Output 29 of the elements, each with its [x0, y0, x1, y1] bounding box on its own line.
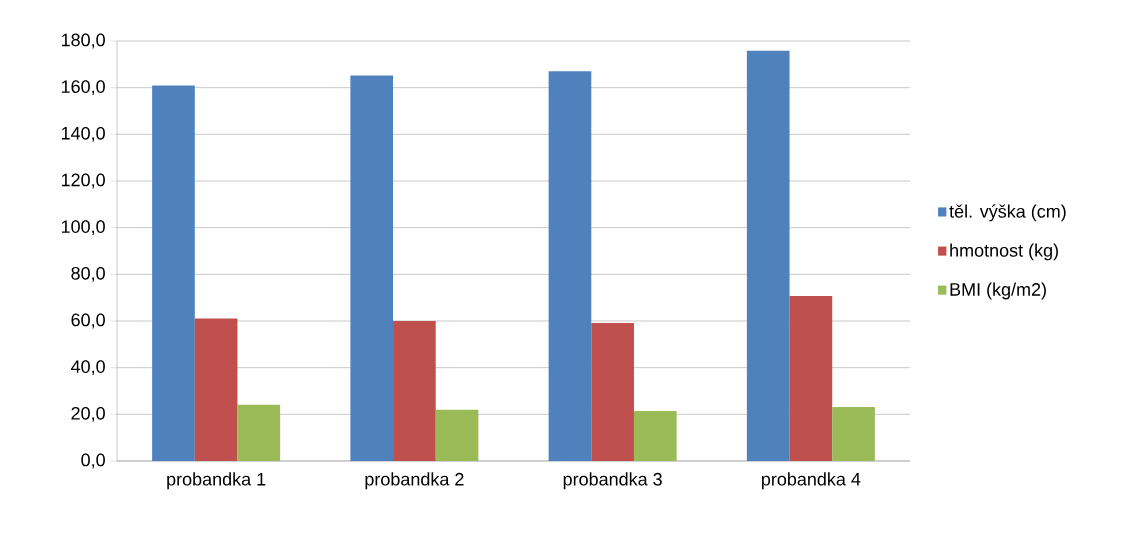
bar	[435, 409, 479, 461]
y-tick-label: 80,0	[71, 266, 105, 282]
bar	[393, 321, 436, 461]
y-tick-label: 120,0	[61, 173, 105, 189]
bar	[350, 75, 394, 461]
bar	[789, 296, 833, 461]
legend-label: hmotnost (kg)	[950, 243, 1058, 261]
bar	[237, 404, 281, 461]
y-tick-label: 180,0	[61, 33, 105, 49]
x-tick-label: probandka 1	[167, 472, 266, 490]
y-tick-label: 0,0	[81, 453, 105, 469]
bar	[194, 318, 238, 461]
x-tick-label: probandka 2	[365, 472, 464, 490]
legend-label: těl. výška (cm)	[949, 204, 1066, 222]
bar	[633, 411, 677, 461]
bar	[746, 50, 790, 461]
bar	[591, 323, 634, 461]
bar	[832, 407, 875, 461]
y-tick-label: 160,0	[61, 80, 105, 96]
legend-label: BMI (kg/m2)	[950, 282, 1046, 300]
y-tick-label: 20,0	[71, 406, 105, 422]
y-tick-label: 60,0	[71, 313, 105, 329]
y-tick-label: 140,0	[61, 126, 105, 142]
x-tick-label: probandka 3	[563, 472, 662, 490]
y-tick-label: 100,0	[61, 220, 105, 236]
x-tick-label: probandka 4	[761, 472, 861, 490]
bar	[548, 71, 592, 461]
bar	[152, 85, 195, 461]
y-tick-label: 40,0	[71, 360, 105, 376]
